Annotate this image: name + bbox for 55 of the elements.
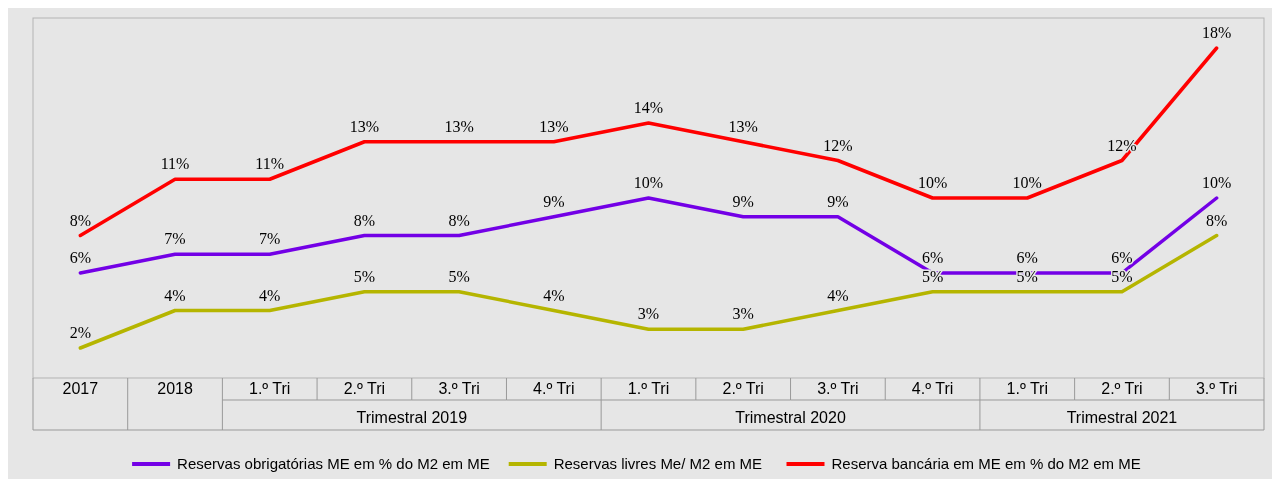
data-label: 10% — [917, 174, 948, 191]
data-label: 10% — [633, 174, 664, 191]
data-label: 8% — [448, 211, 470, 229]
data-label: 9% — [732, 192, 754, 210]
legend-label: Reserva bancária em ME em % do M2 em ME — [831, 455, 1141, 472]
data-label: 13% — [539, 117, 569, 135]
data-label: 5% — [353, 267, 376, 285]
data-label: 10% — [1201, 174, 1232, 191]
x-tick-label: 3.º Tri — [817, 380, 859, 397]
data-label: 2% — [69, 324, 92, 341]
x-tick-label: 3.º Tri — [438, 380, 480, 397]
data-label: 9% — [827, 192, 849, 210]
x-tick-label: 3.º Tri — [1195, 380, 1238, 397]
data-label: 6% — [921, 249, 944, 266]
x-tick-label: 4.º Tri — [911, 380, 954, 397]
text: Trimestral 2021 — [1066, 409, 1178, 426]
data-label: 10% — [1012, 174, 1042, 191]
data-label: 13% — [728, 117, 758, 135]
data-label: 7% — [164, 230, 186, 248]
x-tick-label: 2017 — [62, 380, 99, 397]
x-tick-label: 2.º Tri — [343, 380, 386, 397]
x-tick-label: 4.º Tri — [533, 380, 575, 397]
data-label: 4% — [827, 286, 849, 304]
data-label: 12% — [823, 136, 853, 154]
x-tick-label: 1.º Tri — [627, 380, 670, 397]
data-label: 4% — [259, 286, 281, 304]
text: Trimestral 2019 — [356, 409, 468, 426]
x-tick-label: 2.º Tri — [1101, 380, 1143, 397]
data-label: 3% — [637, 305, 660, 323]
x-tick-label: 1.º Tri — [249, 380, 291, 397]
data-label: 13% — [349, 117, 380, 135]
x-tick-label: 2018 — [157, 380, 193, 397]
data-label: 3% — [732, 305, 754, 323]
data-label: 8% — [353, 211, 376, 229]
data-label: 14% — [633, 99, 664, 116]
data-label: 6% — [1016, 249, 1038, 266]
data-label: 13% — [444, 117, 474, 135]
data-label: 6% — [69, 249, 92, 266]
x-tick-label: 2.º Tri — [722, 380, 764, 397]
data-label: 7% — [259, 230, 281, 248]
data-label: 12% — [1107, 136, 1137, 154]
data-label: 11% — [160, 155, 190, 173]
data-label: 8% — [69, 211, 92, 229]
data-label: 4% — [164, 286, 186, 304]
data-label: 4% — [543, 286, 565, 304]
data-label: 5% — [448, 267, 470, 285]
data-label: 18% — [1201, 24, 1232, 41]
legend-label: Reservas obrigatórias ME em % do M2 em ME — [177, 455, 490, 472]
data-label: 11% — [255, 155, 285, 173]
x-tick-label: 1.º Tri — [1006, 380, 1048, 397]
data-label: 6% — [1111, 249, 1133, 266]
legend-label: Reservas livres Me/ M2 em ME — [553, 455, 763, 472]
data-label: 8% — [1205, 211, 1228, 229]
text: Trimestral 2020 — [735, 409, 846, 426]
data-label: 9% — [543, 192, 565, 210]
